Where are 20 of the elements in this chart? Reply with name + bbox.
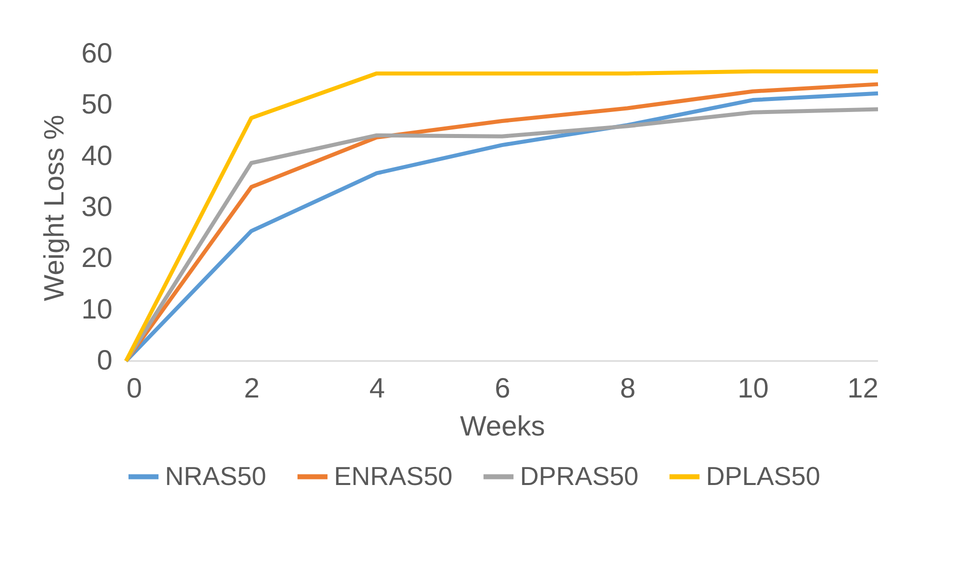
legend-label: ENRAS50 xyxy=(334,460,452,491)
x-tick-label: 12 xyxy=(847,372,878,404)
y-axis-title: Weight Loss % xyxy=(38,114,70,302)
x-tick-label: 6 xyxy=(494,372,510,404)
x-tick-label: 10 xyxy=(738,372,769,404)
x-axis-title: Weeks xyxy=(460,410,546,442)
x-tick-label: 4 xyxy=(369,372,385,404)
x-tick-label: 2 xyxy=(244,372,260,404)
legend-label: DPLAS50 xyxy=(706,460,820,491)
legend-label: NRAS50 xyxy=(165,460,266,491)
y-tick-label: 60 xyxy=(81,38,112,68)
y-tick-label: 40 xyxy=(81,140,112,171)
y-tick-label: 20 xyxy=(81,242,112,274)
legend-label: DPRAS50 xyxy=(520,460,638,491)
y-tick-label: 0 xyxy=(96,344,112,376)
y-tick-label: 30 xyxy=(81,191,112,222)
y-tick-label: 10 xyxy=(81,293,112,324)
x-tick-label: 8 xyxy=(620,372,636,404)
y-tick-label: 50 xyxy=(81,88,112,120)
x-tick-label: 0 xyxy=(126,372,142,404)
